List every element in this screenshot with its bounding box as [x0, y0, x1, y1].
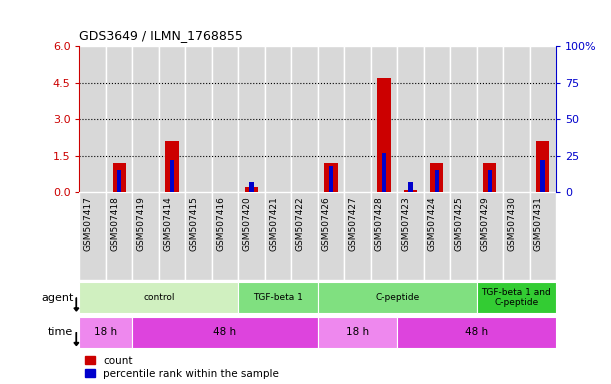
Text: GSM507417: GSM507417	[84, 197, 93, 251]
Bar	[265, 46, 291, 192]
Bar	[79, 282, 238, 313]
Bar	[404, 190, 417, 192]
Bar	[488, 170, 492, 192]
Text: GSM507423: GSM507423	[401, 197, 411, 251]
Bar	[377, 78, 390, 192]
Text: GSM507421: GSM507421	[269, 197, 278, 251]
Text: GSM507419: GSM507419	[137, 197, 145, 251]
Bar	[318, 316, 397, 348]
Bar	[329, 166, 333, 192]
Bar	[133, 192, 159, 280]
Text: GSM507426: GSM507426	[322, 197, 331, 251]
Bar	[238, 46, 265, 192]
Bar	[133, 316, 318, 348]
Text: GSM507424: GSM507424	[428, 197, 437, 251]
Bar	[430, 163, 444, 192]
Bar	[503, 192, 530, 280]
Text: GSM507414: GSM507414	[163, 197, 172, 251]
Text: TGF-beta 1 and
C-peptide: TGF-beta 1 and C-peptide	[481, 288, 551, 307]
Text: GSM507415: GSM507415	[189, 197, 199, 251]
Bar	[408, 182, 412, 192]
Bar	[318, 46, 344, 192]
Text: GSM507420: GSM507420	[243, 197, 252, 251]
Bar	[291, 46, 318, 192]
Text: GSM507429: GSM507429	[481, 197, 490, 251]
Text: GDS3649 / ILMN_1768855: GDS3649 / ILMN_1768855	[79, 29, 243, 42]
Bar	[238, 282, 318, 313]
Bar	[450, 192, 477, 280]
Bar	[423, 46, 450, 192]
Bar	[397, 316, 556, 348]
Bar	[117, 170, 122, 192]
Text: GSM507425: GSM507425	[455, 197, 463, 251]
Text: GSM507418: GSM507418	[110, 197, 119, 251]
Bar	[265, 192, 291, 280]
Bar	[238, 192, 265, 280]
Bar	[79, 46, 106, 192]
Bar	[344, 192, 371, 280]
Text: time: time	[48, 327, 73, 337]
Text: GSM507431: GSM507431	[534, 197, 543, 251]
Text: C-peptide: C-peptide	[375, 293, 419, 302]
Text: agent: agent	[41, 293, 73, 303]
Bar	[371, 46, 397, 192]
Bar	[318, 282, 477, 313]
Bar	[133, 46, 159, 192]
Bar	[530, 46, 556, 192]
Text: 18 h: 18 h	[346, 327, 369, 337]
Bar	[245, 187, 258, 192]
Bar	[79, 192, 106, 280]
Bar	[371, 192, 397, 280]
Bar	[185, 192, 212, 280]
Bar	[503, 46, 530, 192]
Bar	[212, 46, 238, 192]
Bar	[536, 141, 549, 192]
Bar	[212, 192, 238, 280]
Bar	[249, 182, 254, 192]
Text: 48 h: 48 h	[213, 327, 236, 337]
Bar	[382, 152, 386, 192]
Bar	[530, 192, 556, 280]
Bar	[318, 192, 344, 280]
Bar	[106, 192, 133, 280]
Text: GSM507416: GSM507416	[216, 197, 225, 251]
Bar	[159, 192, 185, 280]
Bar	[324, 163, 337, 192]
Bar	[483, 163, 496, 192]
Bar	[541, 160, 545, 192]
Text: 48 h: 48 h	[465, 327, 488, 337]
Bar	[166, 141, 179, 192]
Bar	[450, 46, 477, 192]
Text: GSM507430: GSM507430	[507, 197, 516, 251]
Text: 18 h: 18 h	[94, 327, 117, 337]
Bar	[112, 163, 126, 192]
Legend: count, percentile rank within the sample: count, percentile rank within the sample	[85, 356, 279, 379]
Bar	[477, 282, 556, 313]
Bar	[106, 46, 133, 192]
Bar	[79, 316, 133, 348]
Bar	[159, 46, 185, 192]
Text: GSM507428: GSM507428	[375, 197, 384, 251]
Bar	[423, 192, 450, 280]
Bar	[477, 46, 503, 192]
Text: GSM507422: GSM507422	[296, 197, 304, 251]
Bar	[397, 46, 423, 192]
Bar	[170, 160, 174, 192]
Text: GSM507427: GSM507427	[348, 197, 357, 251]
Bar	[344, 46, 371, 192]
Bar	[185, 46, 212, 192]
Bar	[397, 192, 423, 280]
Bar	[477, 192, 503, 280]
Text: TGF-beta 1: TGF-beta 1	[253, 293, 303, 302]
Text: control: control	[143, 293, 175, 302]
Bar	[291, 192, 318, 280]
Bar	[434, 170, 439, 192]
